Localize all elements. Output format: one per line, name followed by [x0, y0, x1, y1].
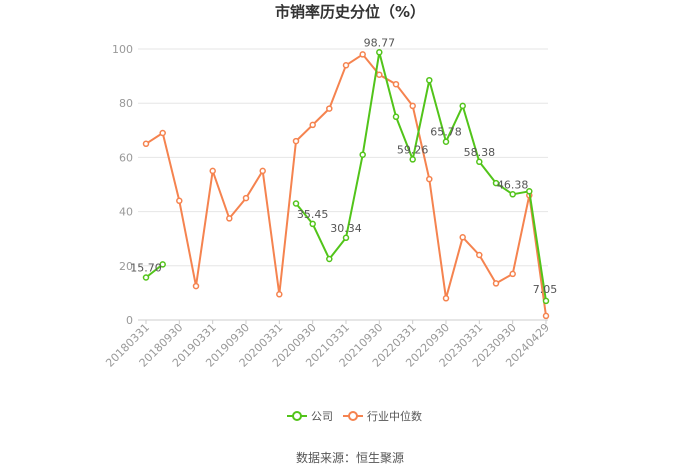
data-point-industry[interactable]	[176, 197, 183, 205]
data-point-company[interactable]	[392, 113, 400, 121]
data-point-company[interactable]	[159, 261, 166, 268]
data-point-industry[interactable]	[226, 215, 233, 222]
data-point-industry[interactable]	[476, 251, 483, 259]
data-point-company[interactable]	[526, 188, 533, 195]
data-point-industry[interactable]	[426, 175, 433, 183]
data-point-industry[interactable]	[392, 80, 400, 88]
data-label: 98.77	[364, 36, 396, 49]
data-point-industry[interactable]	[209, 167, 216, 175]
data-point-company[interactable]	[376, 49, 383, 56]
legend-marker-company	[292, 411, 302, 421]
data-point-company[interactable]	[542, 297, 550, 305]
y-tick-label: 80	[119, 97, 133, 110]
series-line-industry	[145, 53, 547, 317]
series-line-company	[295, 51, 547, 302]
data-point-industry[interactable]	[142, 140, 150, 148]
data-point-company[interactable]	[342, 234, 350, 242]
data-point-industry[interactable]	[326, 105, 333, 112]
y-tick-label: 40	[119, 206, 133, 219]
data-label: 30.34	[330, 222, 362, 235]
data-label: 35.45	[297, 208, 329, 221]
data-point-industry[interactable]	[359, 51, 366, 58]
series-line-company	[145, 263, 164, 279]
axis-layer: 0204060801002018033120180930201903312019…	[103, 43, 552, 370]
data-point-industry[interactable]	[492, 280, 500, 287]
data-point-industry[interactable]	[292, 137, 300, 145]
data-point-company[interactable]	[476, 158, 483, 166]
legend-item-company[interactable]: 公司	[287, 410, 333, 423]
data-label: 59.26	[397, 143, 429, 156]
data-point-industry[interactable]	[509, 270, 516, 278]
legend-label-industry: 行业中位数	[367, 409, 422, 423]
data-point-industry[interactable]	[192, 282, 200, 290]
data-point-industry[interactable]	[242, 194, 250, 202]
data-point-industry[interactable]	[442, 295, 450, 302]
data-point-industry[interactable]	[542, 312, 550, 320]
legend: 公司 行业中位数	[287, 409, 422, 423]
data-point-industry[interactable]	[309, 121, 316, 129]
data-source: 数据来源：恒生聚源	[296, 450, 404, 465]
data-point-industry[interactable]	[459, 234, 466, 241]
data-point-industry[interactable]	[276, 291, 283, 298]
data-point-company[interactable]	[309, 220, 316, 228]
data-point-company[interactable]	[492, 179, 500, 187]
data-point-company[interactable]	[409, 156, 416, 163]
data-point-company[interactable]	[326, 255, 333, 263]
data-label: 65.78	[430, 126, 462, 139]
data-label: 46.38	[497, 178, 529, 191]
data-label: 58.38	[464, 146, 496, 159]
series-layer	[142, 49, 550, 320]
data-point-industry[interactable]	[342, 62, 350, 69]
legend-label-company: 公司	[311, 410, 333, 423]
legend-marker-industry	[348, 411, 358, 421]
data-point-industry[interactable]	[376, 71, 383, 78]
data-point-industry[interactable]	[259, 167, 266, 175]
data-label: 7.05	[533, 283, 558, 296]
data-point-company[interactable]	[442, 138, 450, 145]
data-point-company[interactable]	[459, 102, 466, 110]
data-point-company[interactable]	[426, 76, 433, 84]
data-point-industry[interactable]	[159, 129, 166, 137]
chart-title: 市销率历史分位（%）	[275, 3, 425, 21]
y-tick-label: 20	[119, 260, 133, 273]
y-tick-label: 0	[126, 314, 133, 327]
data-point-company[interactable]	[359, 151, 366, 158]
data-point-company[interactable]	[292, 200, 300, 207]
data-label: 15.70	[130, 261, 162, 274]
y-tick-label: 60	[119, 151, 133, 164]
legend-item-industry[interactable]: 行业中位数	[343, 409, 422, 423]
data-point-company[interactable]	[142, 274, 150, 281]
data-point-company[interactable]	[509, 191, 516, 198]
data-point-industry[interactable]	[409, 102, 416, 110]
y-tick-label: 100	[112, 43, 133, 56]
